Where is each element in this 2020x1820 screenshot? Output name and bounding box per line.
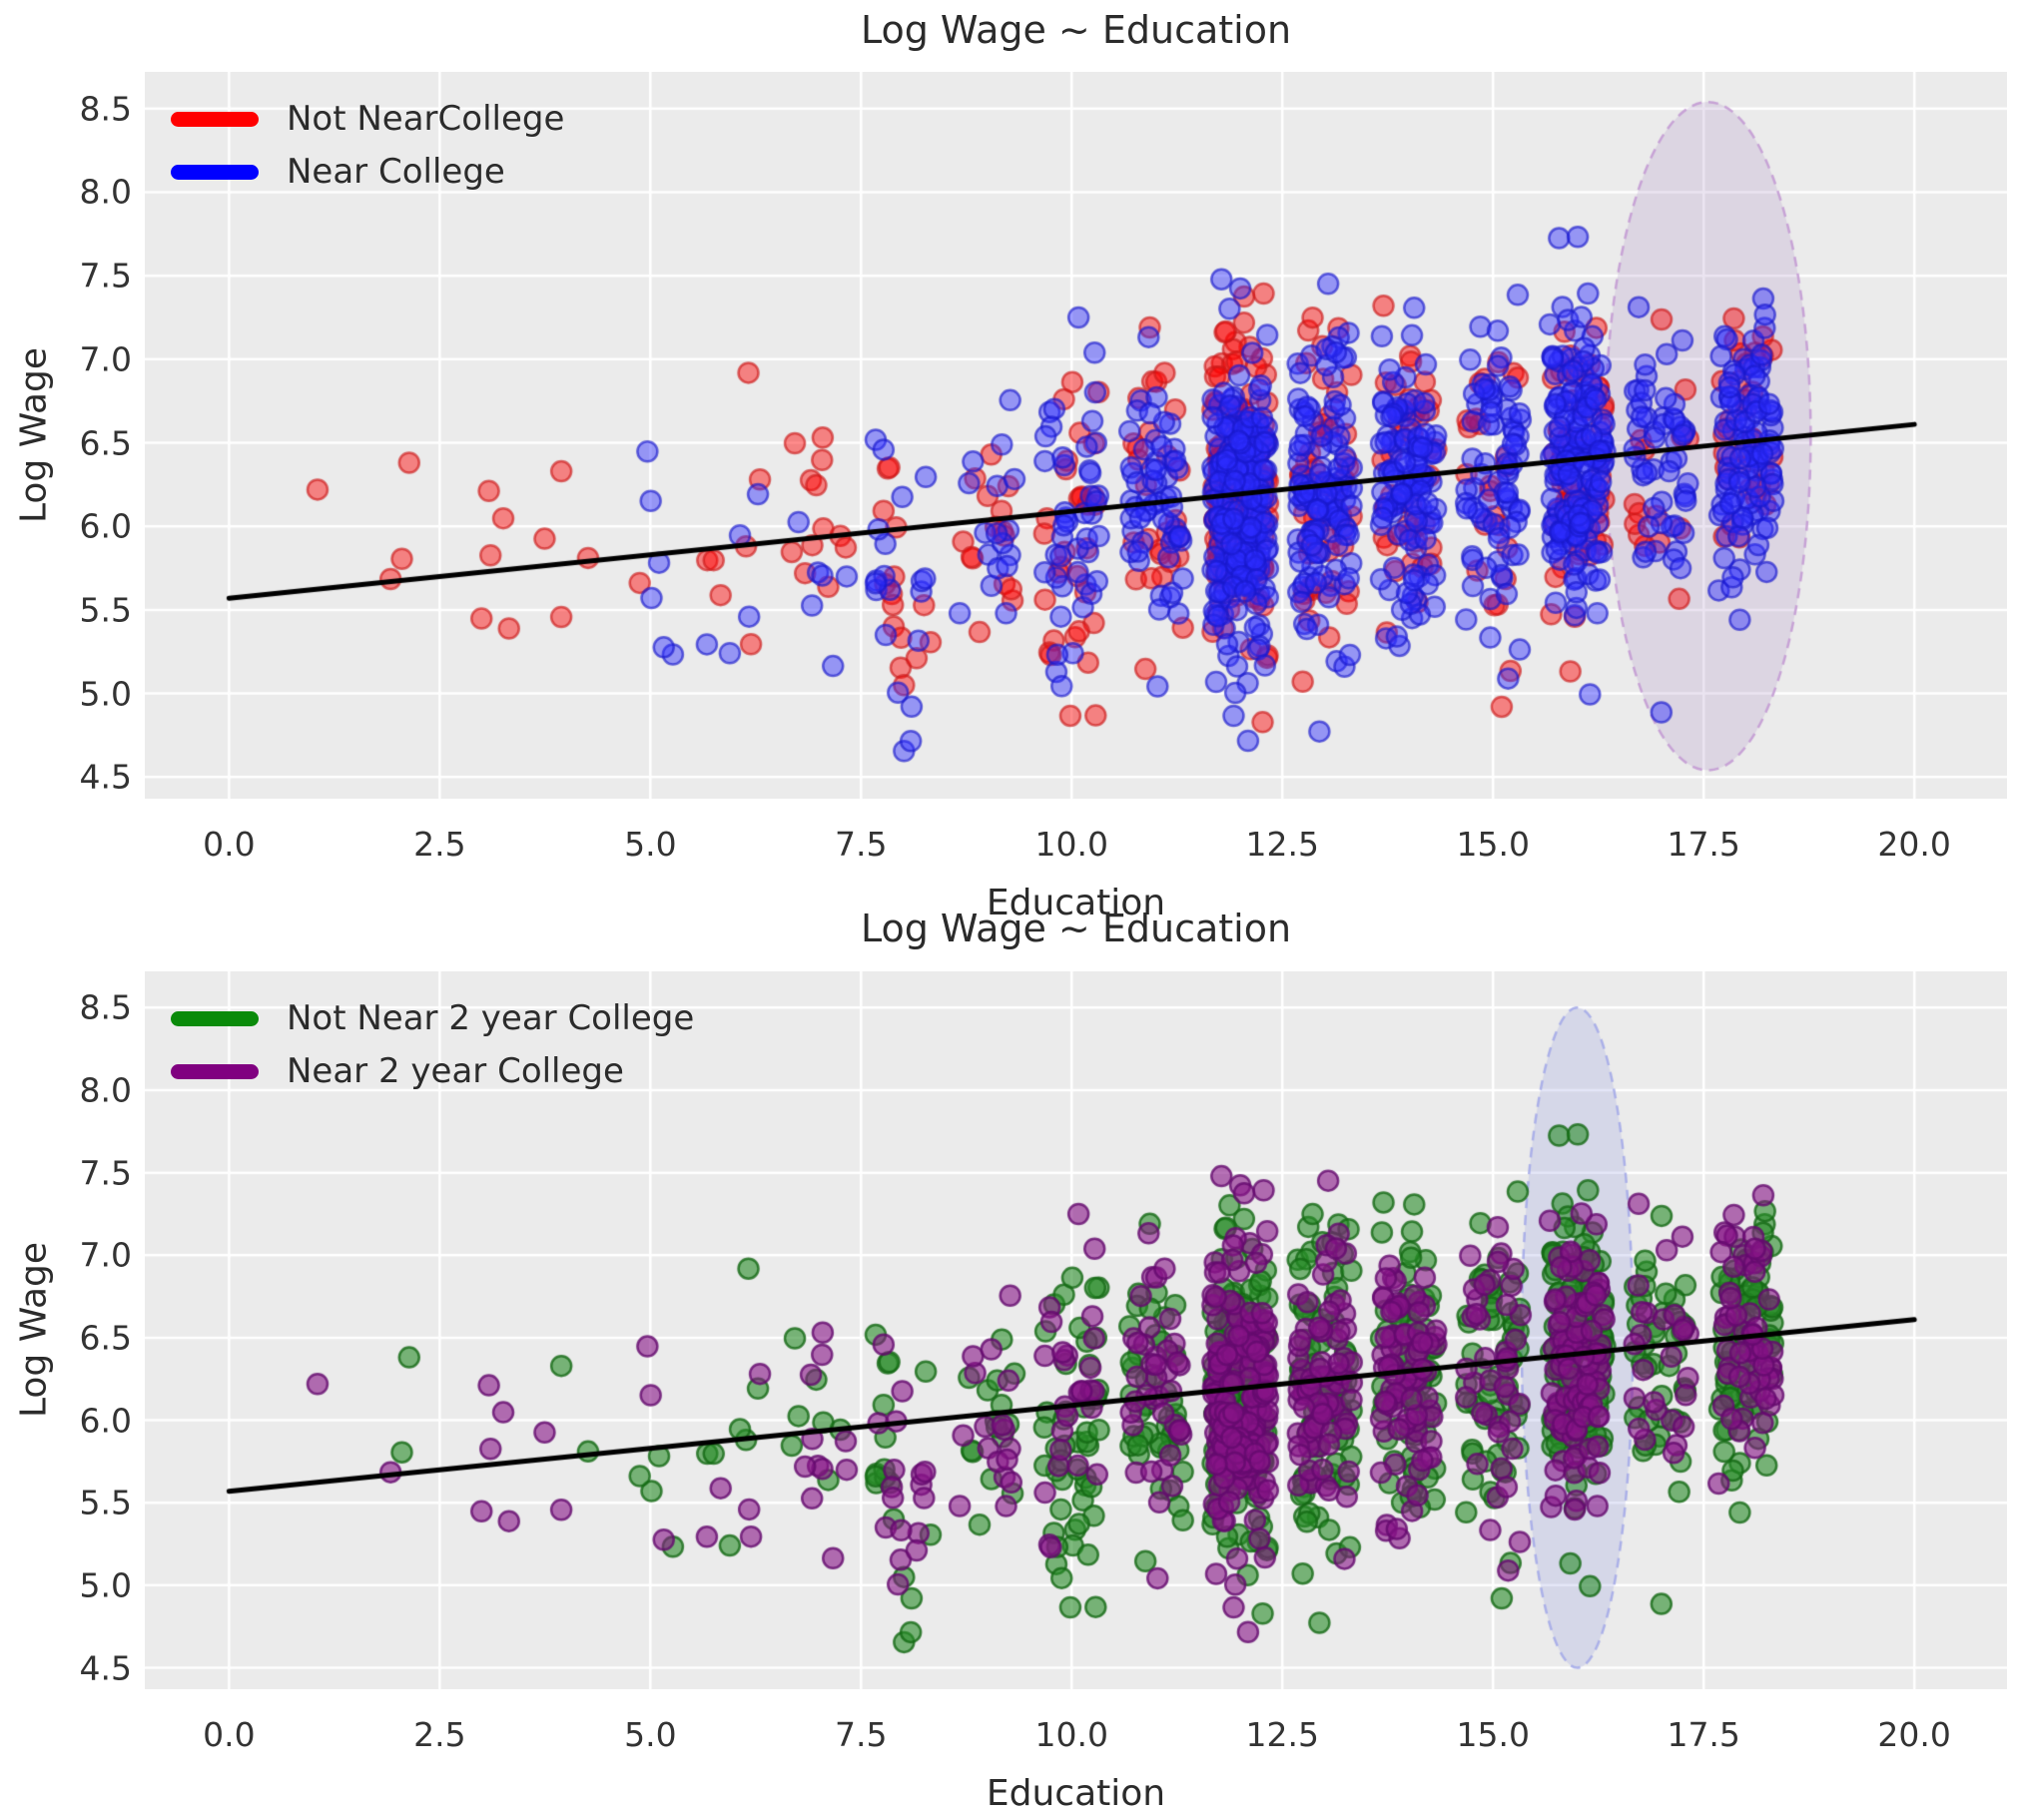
y-tick-label: 8.5 [79, 987, 132, 1027]
x-tick-label: 12.5 [1245, 1715, 1319, 1754]
y-tick-label: 5.0 [79, 1565, 132, 1605]
bottom-chart-xlabel: Education [986, 1773, 1166, 1814]
bottom-chart-plot-area: Not Near 2 year College Near 2 year Coll… [145, 971, 2007, 1689]
top-chart-canvas [145, 72, 2007, 799]
bottom-chart-ylabel: Log Wage [13, 1241, 55, 1419]
y-tick-label: 7.0 [79, 1235, 132, 1275]
x-tick-label: 10.0 [1034, 1715, 1109, 1754]
y-tick-label: 8.0 [79, 172, 132, 212]
x-tick-label: 20.0 [1877, 825, 1951, 864]
x-tick-label: 2.5 [413, 1715, 466, 1754]
y-tick-label: 5.5 [79, 590, 132, 630]
red-line-swatch-icon [171, 111, 259, 127]
legend-label: Not Near 2 year College [287, 998, 695, 1038]
x-tick-label: 0.0 [203, 1715, 256, 1754]
x-tick-label: 2.5 [413, 825, 466, 864]
bottom-chart-title: Log Wage ~ Education [860, 907, 1292, 950]
y-tick-label: 6.5 [79, 1318, 132, 1358]
x-tick-label: 10.0 [1034, 825, 1109, 864]
y-tick-label: 8.5 [79, 89, 132, 129]
legend-item-near-2yr-college: Near 2 year College [171, 1051, 694, 1091]
x-tick-label: 20.0 [1877, 1715, 1951, 1754]
x-tick-label: 5.0 [624, 1715, 677, 1754]
x-tick-label: 17.5 [1667, 1715, 1740, 1754]
legend-item-near-college: Near College [171, 152, 564, 192]
bottom-chart-legend: Not Near 2 year College Near 2 year Coll… [171, 998, 694, 1091]
y-tick-label: 7.0 [79, 339, 132, 379]
y-tick-label: 7.5 [79, 1153, 132, 1193]
x-tick-label: 15.0 [1456, 1715, 1530, 1754]
purple-line-swatch-icon [171, 1063, 259, 1079]
x-tick-label: 12.5 [1245, 825, 1319, 864]
legend-item-not-near-2yr-college: Not Near 2 year College [171, 998, 694, 1038]
y-tick-label: 5.0 [79, 674, 132, 714]
top-chart-xlabel: Education [986, 883, 1166, 923]
y-tick-label: 6.0 [79, 1401, 132, 1441]
y-tick-label: 6.5 [79, 423, 132, 463]
x-tick-label: 15.0 [1456, 825, 1530, 864]
y-tick-label: 8.0 [79, 1070, 132, 1110]
top-chart-ylabel: Log Wage [13, 346, 55, 524]
legend-item-not-near-college: Not NearCollege [171, 99, 564, 139]
y-tick-label: 5.5 [79, 1483, 132, 1522]
y-tick-label: 7.5 [79, 256, 132, 296]
y-tick-label: 4.5 [79, 757, 132, 797]
y-tick-label: 4.5 [79, 1648, 132, 1687]
x-tick-label: 0.0 [203, 825, 256, 864]
x-tick-label: 7.5 [835, 825, 888, 864]
legend-label: Near 2 year College [287, 1051, 624, 1091]
green-line-swatch-icon [171, 1010, 259, 1026]
y-tick-label: 6.0 [79, 506, 132, 546]
legend-label: Near College [287, 152, 505, 192]
top-chart-legend: Not NearCollege Near College [171, 99, 564, 192]
bottom-chart-canvas [145, 971, 2007, 1689]
blue-line-swatch-icon [171, 164, 259, 180]
top-chart-title: Log Wage ~ Education [860, 8, 1292, 52]
legend-label: Not NearCollege [287, 99, 565, 139]
x-tick-label: 7.5 [835, 1715, 888, 1754]
x-tick-label: 17.5 [1667, 825, 1740, 864]
top-chart-plot-area: Not NearCollege Near College [145, 72, 2007, 799]
x-tick-label: 5.0 [624, 825, 677, 864]
